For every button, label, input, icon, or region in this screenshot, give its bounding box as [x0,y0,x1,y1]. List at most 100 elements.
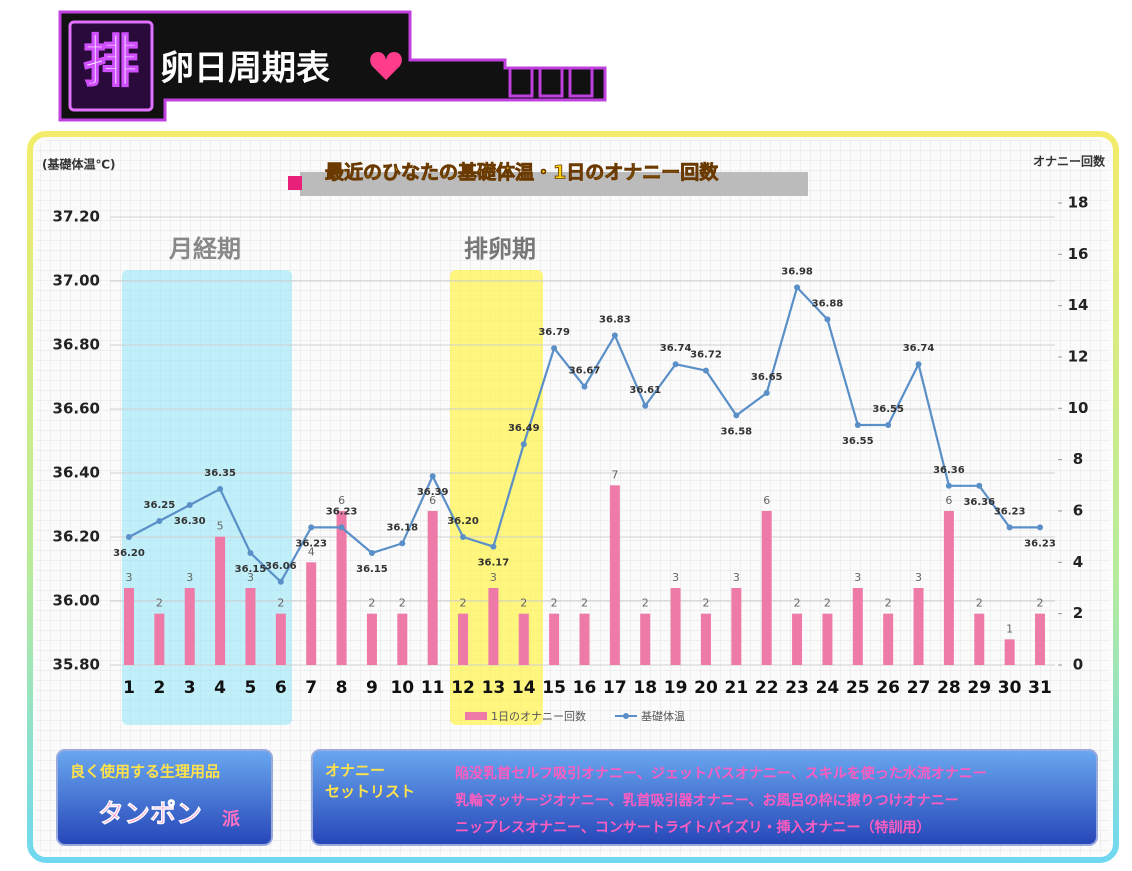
x-tick-label: 4 [214,678,226,698]
point-label: 36.23 [326,506,358,517]
bar [700,613,711,665]
point-label: 36.15 [356,564,388,575]
x-tick-label: 9 [366,678,378,698]
goods-panel [56,749,273,846]
bar [1035,613,1045,665]
bar-label: 2 [794,597,801,610]
point-label: 36.23 [994,506,1026,517]
bar-label: 6 [763,494,770,507]
point-label: 36.74 [903,343,935,354]
point-label: 36.98 [781,266,813,277]
setlist-panel [311,749,1098,846]
header-title: 卵日周期表 [160,49,330,89]
bar-label: 2 [399,597,406,610]
point [915,361,922,368]
point [186,502,193,508]
y2-tick-label: 18 [1068,194,1089,212]
point [520,441,527,448]
y-tick-label: 36.40 [53,464,100,482]
bar-label: 3 [490,571,497,584]
bar-label: 5 [217,520,224,533]
bar [943,511,954,665]
x-tick-label: 15 [542,678,566,698]
x-tick-label: 3 [184,678,196,698]
bar [731,588,742,665]
point [611,332,618,339]
point [854,422,861,428]
bar [1004,639,1015,665]
bar-label: 2 [702,597,709,610]
point-label: 36.55 [842,436,874,447]
point-label: 36.36 [963,497,995,508]
x-tick-label: 11 [421,678,445,698]
point [976,482,983,489]
bar [215,536,226,665]
bar-label: 3 [186,571,193,584]
x-tick-label: 27 [907,678,931,698]
point-label: 36.20 [113,548,145,559]
setlist-title: オナニー [325,762,385,780]
x-tick-label: 7 [305,678,317,698]
y-axis-label: (基礎体温℃) [42,157,116,172]
x-tick-label: 21 [724,678,748,698]
y-tick-label: 36.80 [53,336,100,354]
point-label: 36.30 [174,516,206,527]
heart [370,52,402,80]
x-tick-label: 10 [390,678,414,698]
legend-label: 基礎体温 [641,709,685,723]
bar [184,588,195,665]
bar [458,613,469,665]
x-tick-label: 13 [482,678,506,698]
setlist-item: ニップレスオナニー、コンサートライトパイズリ・挿入オナニー（特訓用） [455,819,930,836]
x-tick-label: 16 [573,678,597,698]
bar-label: 3 [915,571,922,584]
bar [154,613,165,665]
chart-title: 最近のひなたの基礎体温・1日のオナニー回数 [325,161,719,184]
bar [609,485,620,665]
point [763,390,770,396]
x-tick-label: 29 [967,678,991,698]
y2-tick-label: 14 [1068,296,1089,314]
point-label: 36.67 [569,366,601,377]
point [399,540,406,547]
bar-label: 2 [551,597,558,610]
goods-main: タンポン [98,799,202,830]
point-label: 36.65 [751,372,783,383]
bar [852,588,863,665]
phase-label: 月経期 [168,235,241,263]
y2-tick-label: 8 [1073,450,1083,468]
bar [124,588,134,665]
point [672,361,679,368]
point [551,345,558,352]
phase-band [450,270,543,725]
header-mark: 排 [83,30,139,95]
header-bg [58,10,607,122]
bar [366,613,377,665]
y-tick-label: 36.20 [53,528,100,546]
point [338,524,345,531]
x-tick-label: 22 [755,678,779,698]
point-label: 36.20 [447,516,479,527]
point-label: 36.58 [721,426,753,437]
phase-label: 排卵期 [464,235,536,263]
point [1006,524,1013,531]
phase-band [122,270,292,725]
y2-tick-label: 6 [1073,502,1083,520]
x-tick-label: 17 [603,678,627,698]
bar [549,613,560,665]
x-tick-label: 14 [512,678,536,698]
setlist-title: セットリスト [325,783,415,801]
x-tick-label: 23 [785,678,809,698]
y2-axis-label: オナニー回数 [1033,154,1106,169]
bar [883,613,894,665]
point [429,473,436,480]
point-label: 36.06 [265,561,297,572]
bar [427,511,438,665]
header-boxes [508,66,594,98]
bar-label: 6 [945,494,952,507]
bar-label: 6 [338,494,345,507]
bar [822,613,833,665]
goods-title: 良く使用する生理用品 [70,763,220,781]
x-tick-label: 19 [664,678,688,698]
